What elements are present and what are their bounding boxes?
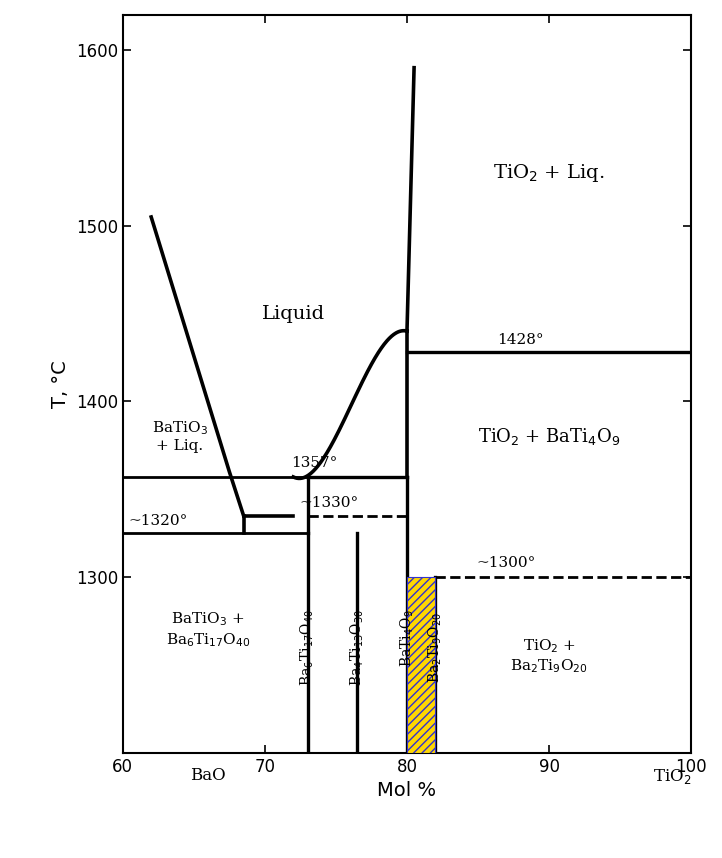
Text: Ba$_4$Ti$_{13}$O$_{30}$: Ba$_4$Ti$_{13}$O$_{30}$ bbox=[349, 609, 366, 686]
Text: Ba$_6$Ti$_{17}$O$_{40}$: Ba$_6$Ti$_{17}$O$_{40}$ bbox=[299, 609, 316, 686]
Text: BaO: BaO bbox=[190, 767, 226, 783]
Text: BaTiO$_3$
+ Liq.: BaTiO$_3$ + Liq. bbox=[152, 420, 207, 454]
Text: ~1320°: ~1320° bbox=[129, 514, 188, 528]
Y-axis label: T, °C: T, °C bbox=[51, 360, 70, 408]
Text: ~1300°: ~1300° bbox=[477, 556, 536, 570]
Text: BaTi$_4$O$_9$: BaTi$_4$O$_9$ bbox=[399, 609, 416, 668]
X-axis label: Mol %: Mol % bbox=[378, 781, 437, 801]
Text: BaTiO$_3$ +
Ba$_6$Ti$_{17}$O$_{40}$: BaTiO$_3$ + Ba$_6$Ti$_{17}$O$_{40}$ bbox=[166, 611, 251, 649]
Bar bbox=[407, 577, 435, 752]
Text: TiO$_2$ + BaTi$_4$O$_9$: TiO$_2$ + BaTi$_4$O$_9$ bbox=[478, 426, 620, 447]
Text: 1357°: 1357° bbox=[292, 456, 338, 470]
Text: TiO$_2$: TiO$_2$ bbox=[653, 767, 691, 786]
Text: Liquid: Liquid bbox=[262, 305, 325, 323]
Text: Ba$_2$Ti$_9$O$_{20}$: Ba$_2$Ti$_9$O$_{20}$ bbox=[427, 612, 444, 683]
Text: ~1330°: ~1330° bbox=[299, 496, 358, 511]
Text: TiO$_2$ +
Ba$_2$Ti$_9$O$_{20}$: TiO$_2$ + Ba$_2$Ti$_9$O$_{20}$ bbox=[510, 637, 588, 675]
Text: 1428°: 1428° bbox=[497, 333, 544, 347]
Text: TiO$_2$ + Liq.: TiO$_2$ + Liq. bbox=[493, 162, 605, 184]
